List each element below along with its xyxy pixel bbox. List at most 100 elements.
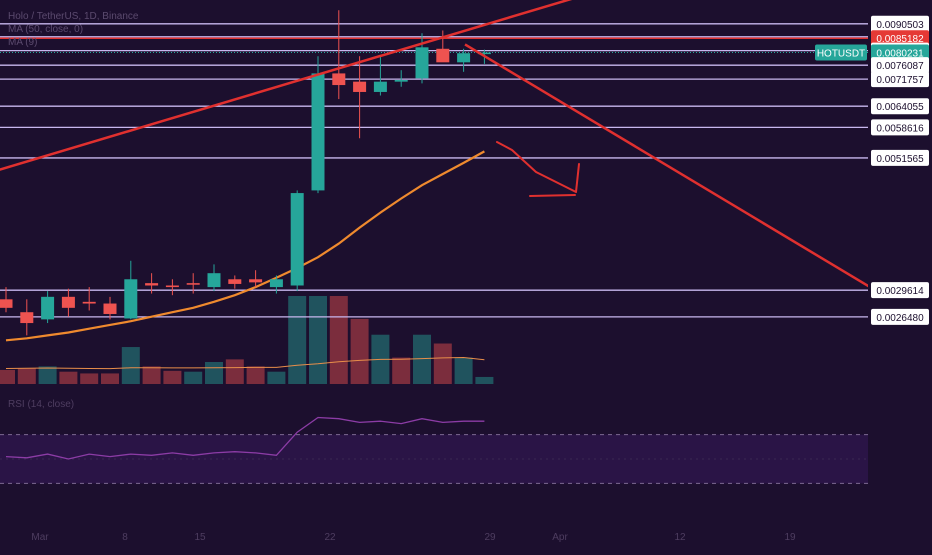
volume-bar [267, 371, 286, 384]
candle-body [311, 73, 325, 191]
volume-bar [101, 373, 119, 384]
candle-body [124, 279, 138, 319]
price-tag [871, 44, 929, 61]
candle-body [415, 47, 429, 79]
candle-body [165, 285, 179, 288]
time-tick-label[interactable]: Apr [552, 532, 568, 543]
volume-bar [454, 357, 473, 384]
price-tick-label[interactable]: 0.0029614 [876, 286, 924, 297]
volume-bar [38, 366, 57, 384]
candle [353, 56, 367, 139]
candle-body [228, 279, 242, 284]
price-tick-label[interactable]: 0.0090503 [876, 20, 924, 31]
time-tick-label[interactable]: 15 [194, 532, 206, 543]
price-tick-label[interactable]: 0.0064055 [876, 102, 924, 113]
price-tick-label[interactable]: 0.0058616 [876, 123, 924, 134]
ma-line [5, 150, 485, 342]
volume-bar [121, 347, 140, 384]
candle-body [145, 283, 159, 286]
price-tick-label[interactable]: 0.0026480 [876, 313, 924, 324]
price-tick-label[interactable]: 0.0076087 [876, 61, 924, 72]
price-tick-label[interactable]: 0.0085182 [876, 34, 924, 45]
candle [457, 48, 471, 72]
candle [394, 70, 408, 87]
candle-body [186, 283, 200, 285]
volume-bar [59, 371, 78, 384]
volume-ma-line [5, 356, 485, 370]
candle [415, 33, 429, 84]
volume-bar [392, 357, 411, 384]
time-tick-label[interactable]: 29 [484, 532, 496, 543]
candle [0, 287, 13, 313]
candle [82, 287, 96, 311]
candle-body [82, 301, 96, 304]
volume-bar [0, 369, 15, 384]
volume-bar [225, 359, 244, 384]
price-tag [871, 15, 929, 32]
candle [124, 260, 138, 320]
volume-bar [17, 368, 36, 384]
chart-legend: Holo / TetherUS, 1D, Binance MA (50, clo… [8, 10, 138, 49]
time-tick-label[interactable]: 22 [324, 532, 336, 543]
candle-body [103, 303, 117, 314]
volume-bar [80, 373, 99, 384]
moving-average [5, 150, 485, 342]
price-tag [871, 71, 929, 88]
arrow-annotation[interactable] [496, 141, 580, 197]
candle-body [0, 299, 13, 308]
candle-body [436, 48, 450, 63]
candle [61, 288, 75, 317]
ascending-trend-line[interactable] [0, 0, 700, 173]
volume-bar [163, 370, 182, 384]
candle-body [20, 312, 34, 324]
time-tick-label[interactable]: 19 [784, 532, 796, 543]
price-tick-label[interactable]: 0.0080231 [876, 49, 924, 60]
time-tick-label[interactable]: 12 [674, 532, 686, 543]
time-tick-label[interactable]: 8 [122, 532, 128, 543]
candle [186, 273, 200, 294]
volume-bar [413, 334, 431, 384]
candle-body [332, 73, 346, 86]
indicator-ma-label[interactable]: MA (50, close, 0) [8, 24, 84, 35]
price-tag [871, 119, 929, 136]
volume-bar [475, 376, 494, 384]
rsi-label[interactable]: RSI (14, close) [8, 399, 75, 410]
candle-body [41, 296, 55, 320]
candle [228, 275, 242, 289]
price-tick-label[interactable]: 0.0051565 [876, 154, 924, 165]
horizontal-levels [0, 23, 868, 318]
price-tag [871, 282, 929, 299]
candle [207, 264, 221, 292]
candle [373, 56, 387, 96]
volume-bar [184, 371, 203, 384]
symbol-badge-text: HOTUSDT [817, 49, 865, 60]
price-axis-background [868, 0, 932, 550]
time-tick-label[interactable]: Mar [31, 532, 49, 543]
candles [0, 10, 491, 336]
candle-body [269, 279, 283, 288]
symbol-badge [815, 44, 867, 61]
candle-body [394, 79, 408, 82]
rsi-pane [0, 416, 868, 484]
volume-pane [0, 296, 494, 384]
descending-trend-line[interactable] [464, 43, 871, 289]
candle-body [373, 81, 387, 92]
symbol-title[interactable]: Holo / TetherUS, 1D, Binance [8, 11, 139, 22]
candle [311, 56, 325, 194]
trend-drawings[interactable] [0, 0, 871, 289]
volume-bar [350, 318, 369, 384]
price-tag [871, 149, 929, 166]
volume-bar [288, 296, 307, 384]
candle [332, 10, 346, 100]
price-tick-label[interactable]: 0.0071757 [876, 75, 924, 86]
candle-body [290, 193, 304, 286]
candle [145, 273, 159, 294]
candle-body [477, 52, 491, 55]
candle-body [61, 296, 75, 308]
candle-body [353, 81, 367, 92]
indicator-vol-label[interactable]: MA (9) [8, 37, 38, 48]
time-axis[interactable]: Mar 8 15 22 29 Apr 12 19 [31, 532, 796, 543]
price-axis[interactable]: 0.00905030.00857040.00851820.0080882HOTU… [815, 0, 932, 550]
